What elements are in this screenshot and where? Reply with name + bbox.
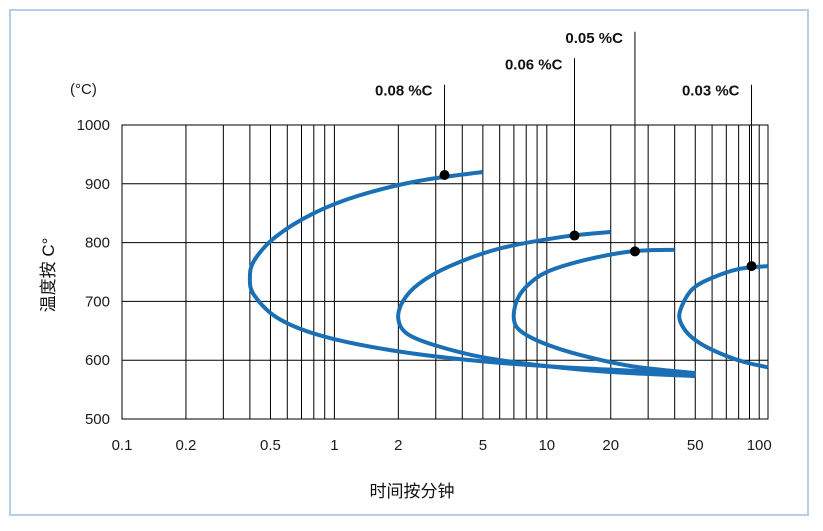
x-tick-label: 50 [687,437,704,454]
y-tick-label: 1000 [77,117,110,134]
data-point [629,246,640,257]
x-tick-label: 0.1 [112,437,133,454]
y-tick-label: 900 [85,176,110,193]
x-tick-label: 0.5 [260,437,281,454]
curve-0-08-C [247,170,696,376]
annotation-label: 0.05 %C [565,30,623,47]
x-tick-label: 2 [394,437,402,454]
x-tick-label: 0.2 [176,437,197,454]
x-axis-label: 时间按分钟 [370,482,455,501]
annotation-label: 0.06 %C [505,56,563,73]
x-tick-label: 20 [602,437,619,454]
markers: 0.08 %C 0.06 %C0.05 %C 0.03 %C [375,30,757,272]
x-tick-label: 100 [747,437,772,454]
curve-0-03-C [677,264,769,370]
y-tick-label: 500 [85,411,110,428]
data-point [569,230,580,241]
x-tick-label: 10 [538,437,555,454]
y-tick-label: 600 [85,352,110,369]
data-point [439,169,450,180]
y-tick-label: 700 [85,293,110,310]
curve-0-06-C [396,230,696,379]
y-unit-label: (°C) [70,81,97,98]
data-point [746,261,757,272]
x-tick-label: 1 [330,437,338,454]
y-tick-label: 800 [85,235,110,252]
y-axis-label: 温度按 C° [39,238,58,313]
annotation-label: 0.08 %C [375,83,433,100]
annotation-label: 0.03 %C [682,83,740,100]
chart-frame [9,9,809,516]
curve-0-05-C [511,247,696,376]
x-tick-label: 5 [479,437,487,454]
tick-labels: 0.1 0.2 0.5 1 2 5 10 20 50 100 500 600 700 800 900 1000 [77,117,772,454]
curves [247,170,769,379]
